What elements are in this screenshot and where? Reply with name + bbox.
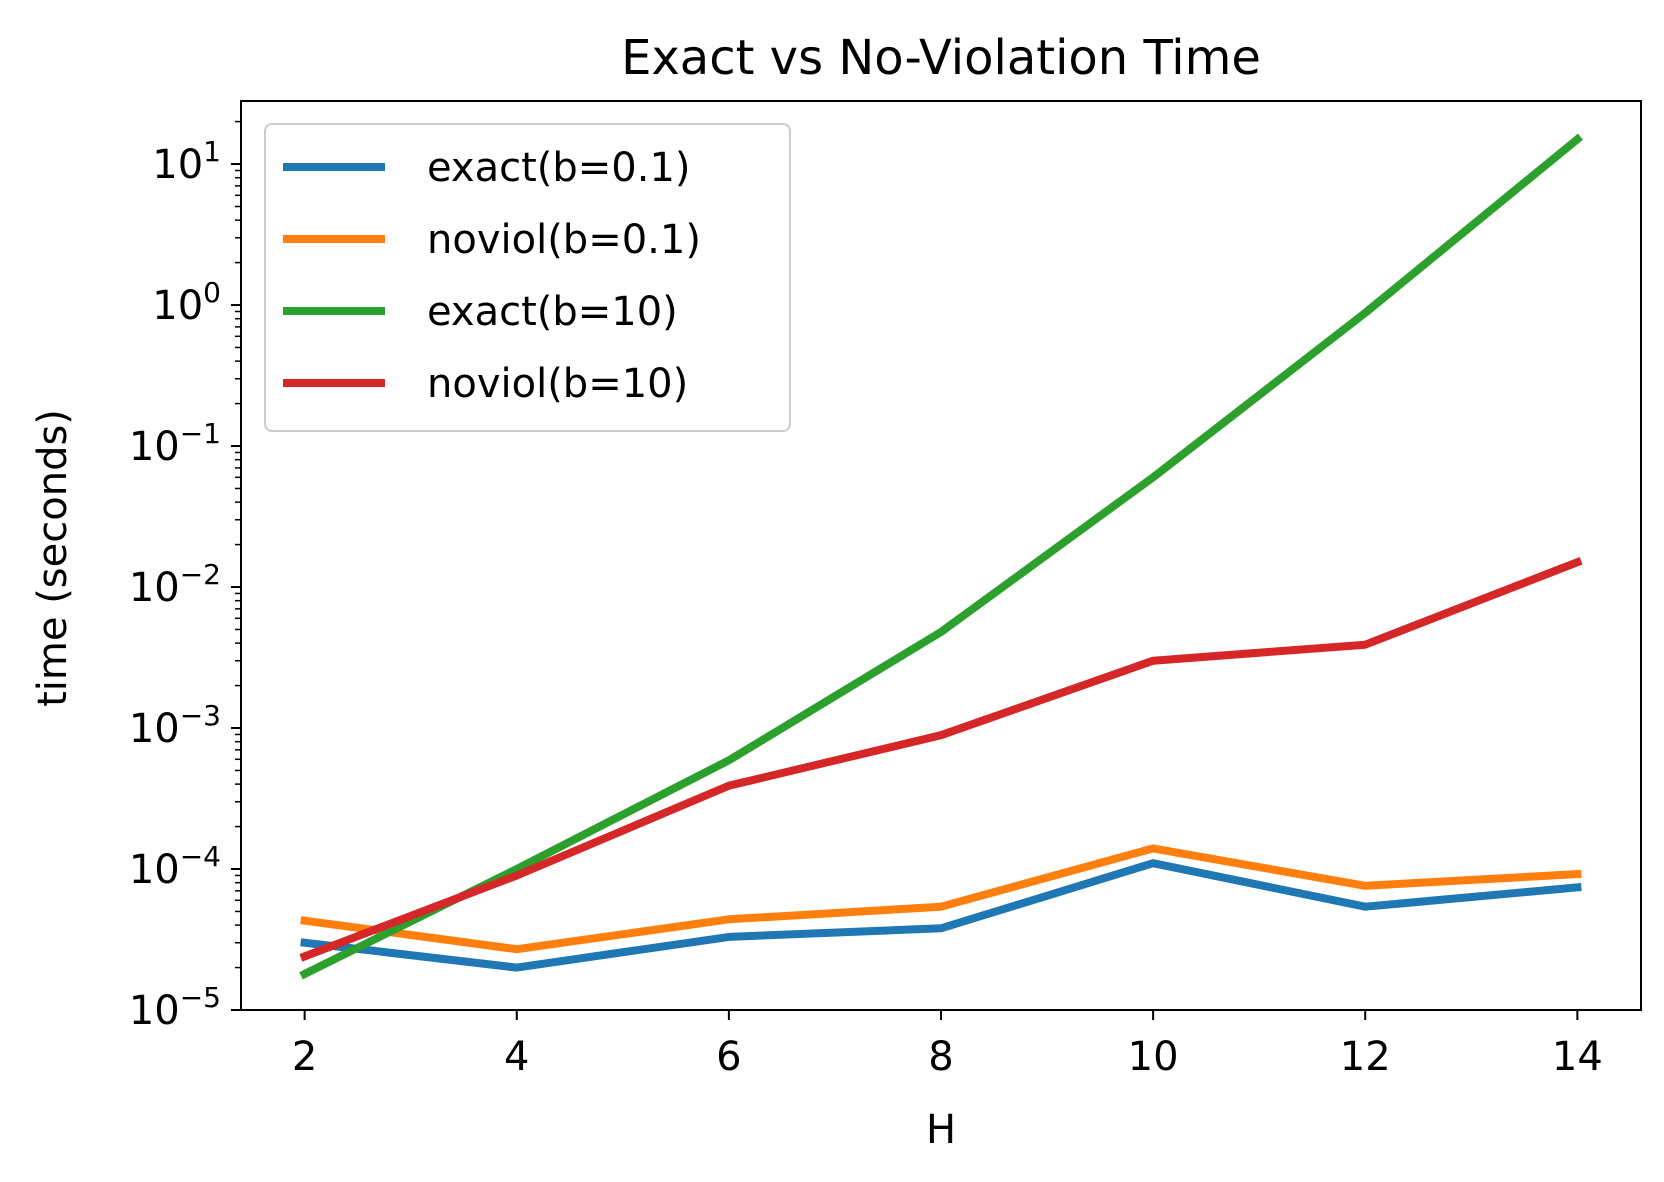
chart-title: Exact vs No-Violation Time — [621, 30, 1261, 86]
x-tick-label: 6 — [716, 1034, 741, 1080]
x-tick-label: 14 — [1552, 1034, 1603, 1080]
legend-label-3: noviol(b=10) — [427, 361, 688, 407]
legend: exact(b=0.1) noviol(b=0.1) exact(b=10) novi… — [264, 123, 791, 432]
x-tick-label: 12 — [1340, 1034, 1391, 1080]
x-tick-label: 8 — [928, 1034, 953, 1080]
y-tick-label: 10−5 — [129, 981, 221, 1034]
series-line-1 — [300, 844, 1582, 954]
y-tick-label: 10−1 — [129, 417, 221, 470]
y-tick-label: 10−4 — [129, 840, 221, 893]
legend-label-2: exact(b=10) — [427, 289, 678, 335]
y-tick-label: 100 — [152, 276, 221, 329]
axes: 2 4 6 8 10 12 14 10−5 10−4 10−3 10−2 10−1 100 101 — [129, 100, 1642, 1080]
series-line-0 — [300, 859, 1582, 972]
series-line-2 — [299, 133, 1584, 980]
y-tick-label: 10−3 — [129, 699, 221, 752]
legend-label-1: noviol(b=0.1) — [427, 217, 701, 263]
x-tick-label: 10 — [1128, 1034, 1179, 1080]
y-tick-label: 10−2 — [129, 558, 221, 611]
y-tick-label: 101 — [152, 135, 221, 188]
legend-box — [264, 123, 791, 432]
x-tick-label: 4 — [504, 1034, 529, 1080]
legend-label-0: exact(b=0.1) — [427, 145, 691, 191]
series-line-3 — [299, 557, 1583, 962]
x-tick-label: 2 — [292, 1034, 317, 1080]
x-axis-label: H — [926, 1107, 956, 1153]
y-axis-label: time (seconds) — [30, 409, 76, 707]
plot-area — [299, 133, 1584, 980]
